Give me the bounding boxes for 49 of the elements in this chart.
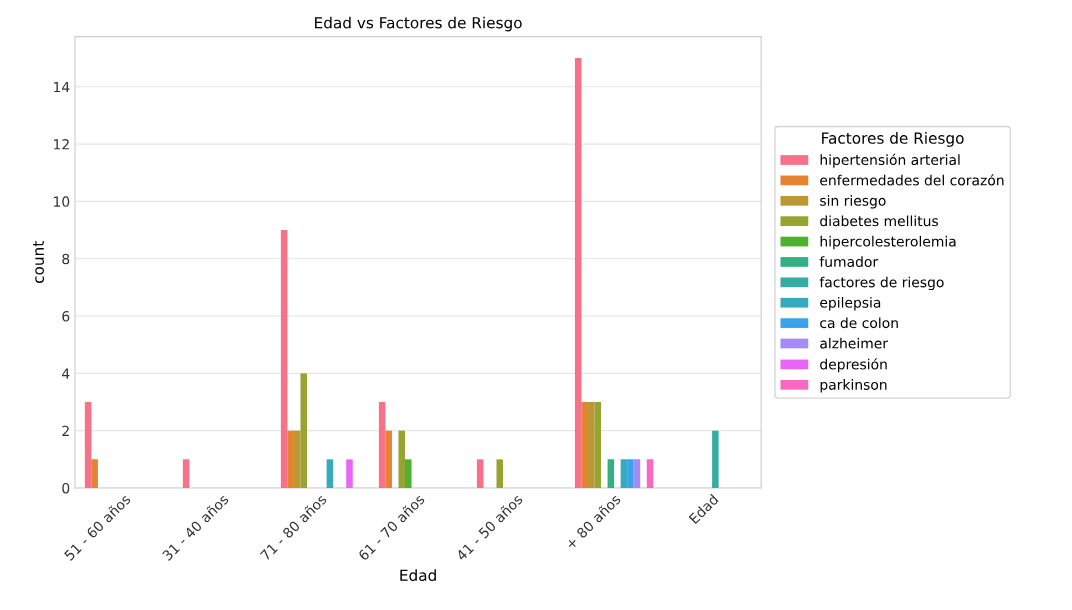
bar [587,402,595,488]
y-tick-label: 0 [62,482,70,494]
legend-label: epilepsia [820,297,881,311]
bar [476,459,484,488]
bar [405,459,412,488]
y-tick-label: 10 [54,196,70,207]
legend-label: alzheimer [820,337,889,349]
chart-title: Edad vs Factores de Riesgo [315,16,522,32]
legend-title: Factores de Riesgo [822,132,964,147]
y-tick-label: 14 [54,81,70,93]
bar [574,58,582,488]
bar [646,459,654,488]
bar [627,459,634,488]
bar [581,402,588,488]
bar [398,430,406,488]
legend-label: hipertensión arterial [820,153,960,168]
y-tick-label: 12 [54,139,69,150]
bar [300,373,307,488]
bar [346,459,353,488]
bar [594,402,602,488]
legend-label: depresión [820,358,887,373]
legend-label: sin riesgo [820,195,886,209]
legend-label: factores de riesgo [819,276,944,291]
y-tick-label: 2 [62,425,69,436]
y-tick-label: 6 [62,311,70,322]
x-axis-title: Edad [400,569,436,582]
y-axis-title: count [33,241,44,284]
bar [91,459,98,488]
legend-label: hipercolesterolemia [820,235,956,250]
bar [280,230,288,488]
bar [182,459,190,488]
bar [607,459,615,488]
bar [287,430,294,488]
bar [633,459,641,488]
y-tick-label: 4 [62,368,70,379]
legend-label: parkinson [820,379,887,393]
bar [293,430,301,488]
bar [326,459,334,488]
y-tick-label: 8 [62,253,70,265]
bar [385,430,392,488]
bar [712,430,719,488]
bar [84,402,92,488]
bar [496,459,504,488]
legend-label: fumador [819,256,879,267]
bar [620,459,628,488]
legend-label: diabetes mellitus [820,215,939,227]
legend-label: enfermedades del corazón [820,174,1004,186]
legend-label: ca de colon [820,317,898,329]
bar [378,402,386,488]
